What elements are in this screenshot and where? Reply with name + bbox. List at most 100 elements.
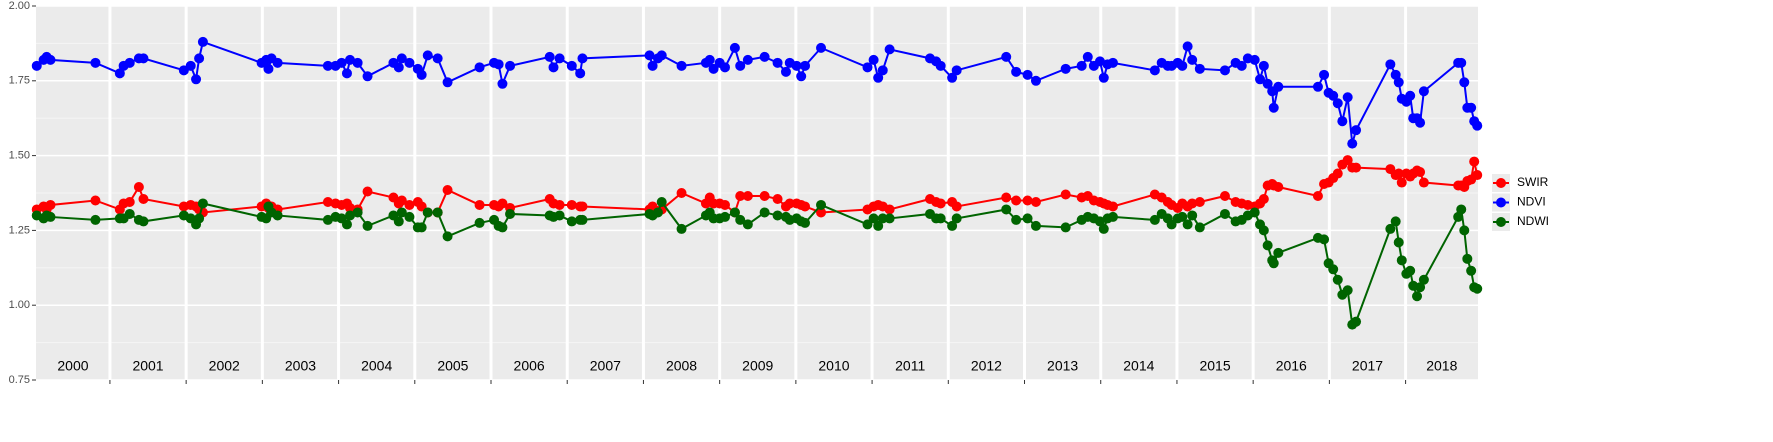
data-point [816, 42, 827, 53]
data-point [1332, 168, 1343, 179]
data-point [1094, 56, 1105, 67]
data-point [784, 198, 795, 209]
data-point [566, 216, 577, 227]
data-point [362, 186, 373, 197]
data-point [1187, 198, 1198, 209]
data-point [656, 196, 667, 207]
data-point [1219, 65, 1230, 76]
data-point [341, 219, 352, 230]
data-point [1405, 90, 1416, 101]
data-point [1166, 219, 1177, 230]
data-point [1098, 72, 1109, 83]
data-point [416, 201, 427, 212]
data-point [90, 195, 101, 206]
data-point [272, 210, 283, 221]
data-point [742, 190, 753, 201]
data-point [742, 219, 753, 230]
data-point [652, 207, 663, 218]
data-point [422, 207, 433, 218]
data-point [497, 222, 508, 233]
data-point [1319, 234, 1330, 245]
data-point [868, 54, 879, 65]
data-point [442, 185, 453, 196]
data-point [1194, 222, 1205, 233]
data-point [1082, 51, 1093, 62]
data-point [1351, 162, 1362, 173]
data-point [816, 207, 827, 218]
data-point [704, 54, 715, 65]
data-point [951, 213, 962, 224]
data-point [90, 57, 101, 68]
data-point [1262, 78, 1273, 89]
data-point [729, 207, 740, 218]
data-point [1393, 168, 1404, 179]
data-point [1094, 216, 1105, 227]
data-point [1177, 211, 1188, 222]
data-point [647, 60, 658, 71]
data-point [947, 72, 958, 83]
data-point [493, 59, 504, 70]
data-point [1351, 316, 1362, 327]
y-tick-label: 1.75 [9, 75, 30, 87]
data-point [719, 199, 730, 210]
data-point [393, 216, 404, 227]
data-point [1022, 69, 1033, 80]
data-point [735, 214, 746, 225]
data-point [1030, 220, 1041, 231]
data-point [1187, 54, 1198, 65]
data-point [1385, 59, 1396, 70]
data-point [322, 214, 333, 225]
data-point [442, 77, 453, 88]
data-point [1149, 214, 1160, 225]
data-point [272, 57, 283, 68]
data-point [729, 42, 740, 53]
data-point [1249, 207, 1260, 218]
data-point [1107, 211, 1118, 222]
data-point [1219, 208, 1230, 219]
data-point [800, 60, 811, 71]
year-label: 2002 [209, 358, 240, 374]
data-point [341, 68, 352, 79]
data-point [1255, 74, 1266, 85]
data-point [951, 201, 962, 212]
data-point [951, 65, 962, 76]
data-point [124, 208, 135, 219]
data-point [772, 57, 783, 68]
year-label: 2013 [1047, 358, 1078, 374]
data-point [45, 54, 56, 65]
data-point [1459, 77, 1470, 88]
year-label: 2016 [1276, 358, 1307, 374]
data-point [322, 196, 333, 207]
data-point [1182, 41, 1193, 52]
data-point [1412, 291, 1423, 302]
data-point [442, 231, 453, 242]
data-point [676, 60, 687, 71]
data-point [1001, 204, 1012, 215]
data-point [554, 210, 565, 221]
data-point [884, 213, 895, 224]
data-point [138, 216, 149, 227]
data-point [416, 69, 427, 80]
data-point [800, 201, 811, 212]
data-point [577, 53, 588, 64]
data-point [1337, 116, 1348, 127]
data-point [124, 196, 135, 207]
data-point [1462, 253, 1473, 264]
data-point [1001, 51, 1012, 62]
data-point [676, 188, 687, 198]
data-point [1459, 225, 1470, 236]
data-point [1187, 210, 1198, 221]
data-point [1418, 86, 1429, 97]
data-point [1342, 92, 1353, 103]
data-point [884, 44, 895, 55]
legend-label: SWIR [1517, 175, 1549, 189]
data-point [566, 60, 577, 71]
year-label: 2006 [514, 358, 545, 374]
data-point [719, 211, 730, 222]
y-tick-label: 1.50 [9, 150, 30, 162]
data-point [1393, 77, 1404, 88]
data-point [45, 199, 56, 210]
data-point [474, 62, 485, 73]
data-point [1273, 81, 1284, 92]
data-point [1472, 170, 1483, 181]
